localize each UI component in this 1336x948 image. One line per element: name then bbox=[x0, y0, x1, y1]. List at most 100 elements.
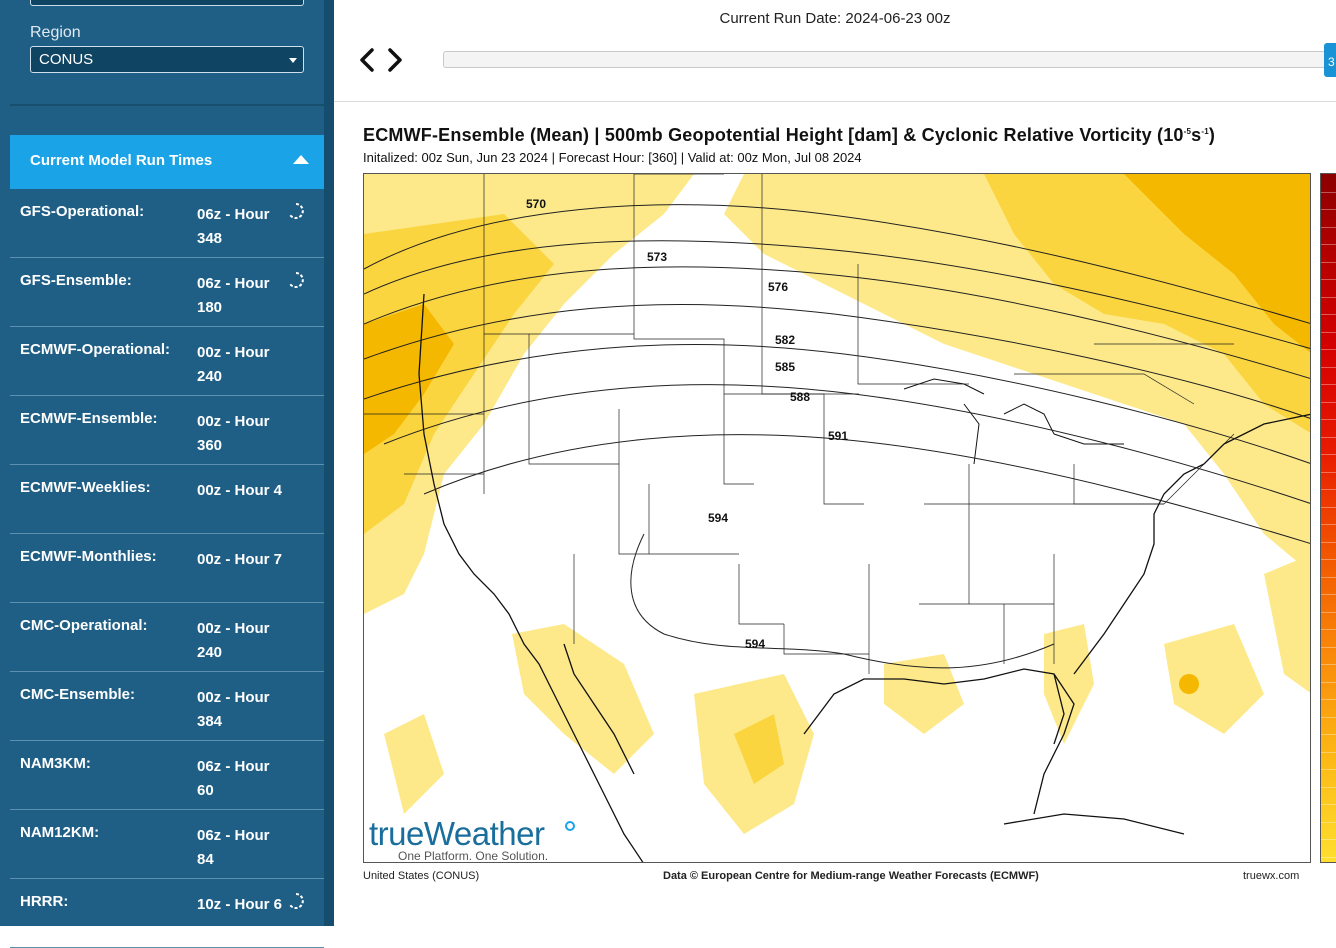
colorbar-tick bbox=[1321, 716, 1336, 718]
model-run-row[interactable]: HRRR: 10z - Hour 6 bbox=[10, 879, 324, 948]
region-select[interactable]: CONUS bbox=[30, 46, 304, 73]
forecast-hour-slider[interactable] bbox=[443, 51, 1336, 68]
prev-arrow-icon[interactable] bbox=[356, 46, 378, 74]
colorbar-tick bbox=[1321, 751, 1336, 753]
colorbar-tick bbox=[1321, 664, 1336, 665]
model-run-time: 06z - Hour 60 bbox=[197, 758, 270, 799]
model-name: HRRR: bbox=[20, 893, 69, 910]
model-name: NAM12KM: bbox=[20, 824, 100, 841]
model-run-row[interactable]: GFS-Ensemble: 06z - Hour 180 bbox=[10, 258, 324, 327]
map-title: ECMWF-Ensemble (Mean) | 500mb Geopotenti… bbox=[363, 125, 1216, 145]
dropdown-caret-icon bbox=[289, 58, 297, 63]
contour-label: 570 bbox=[526, 197, 546, 211]
weather-map[interactable]: 570 573 576 582 585 588 591 594 594 bbox=[363, 173, 1311, 863]
model-name: ECMWF-Monthlies: bbox=[20, 548, 157, 565]
divider bbox=[334, 101, 1336, 102]
model-run-row[interactable]: CMC-Operational: 00z - Hour 240 bbox=[10, 603, 324, 672]
model-run-time: 06z - Hour 84 bbox=[197, 827, 270, 868]
colorbar-tick bbox=[1321, 384, 1336, 385]
colorbar-tick bbox=[1321, 471, 1336, 473]
colorbar-tick bbox=[1321, 576, 1336, 578]
model-run-time: 00z - Hour 7 bbox=[197, 551, 283, 568]
vorticity-shading bbox=[364, 174, 1310, 834]
model-name: ECMWF-Weeklies: bbox=[20, 479, 151, 496]
region-label: Region bbox=[30, 24, 81, 41]
model-name: GFS-Operational: bbox=[20, 203, 145, 220]
contour-label: 573 bbox=[647, 250, 667, 264]
coastline bbox=[418, 293, 1310, 862]
sidebar-scroll-rail[interactable] bbox=[324, 0, 334, 926]
loading-spinner-icon bbox=[288, 272, 304, 288]
colorbar-tick bbox=[1321, 506, 1336, 508]
data-credit: Data © European Centre for Medium-range … bbox=[663, 870, 1039, 882]
model-name: CMC-Ensemble: bbox=[20, 686, 136, 703]
model-name: NAM3KM: bbox=[20, 755, 91, 772]
colorbar-tick bbox=[1321, 594, 1336, 595]
model-run-row[interactable]: NAM3KM: 06z - Hour 60 bbox=[10, 741, 324, 810]
colorbar-tick bbox=[1321, 681, 1336, 683]
colorbar-tick bbox=[1321, 419, 1336, 420]
colorbar-tick bbox=[1321, 209, 1336, 210]
colorbar-tick bbox=[1321, 646, 1336, 648]
model-run-time: 00z - Hour 360 bbox=[197, 413, 270, 454]
model-run-time: 06z - Hour 348 bbox=[197, 206, 270, 247]
model-run-row[interactable]: ECMWF-Operational: 00z - Hour 240 bbox=[10, 327, 324, 396]
colorbar-tick bbox=[1321, 734, 1336, 735]
colorbar-tick bbox=[1321, 804, 1336, 805]
model-run-row[interactable]: CMC-Ensemble: 00z - Hour 384 bbox=[10, 672, 324, 741]
next-arrow-icon[interactable] bbox=[384, 46, 406, 74]
logo-dot-icon bbox=[565, 821, 575, 831]
colorbar-tick bbox=[1321, 559, 1336, 560]
model-run-row[interactable]: NAM12KM: 06z - Hour 84 bbox=[10, 810, 324, 879]
model-run-times-title: Current Model Run Times bbox=[30, 152, 213, 169]
colorbar-tick bbox=[1321, 401, 1336, 403]
model-run-time: 00z - Hour 240 bbox=[197, 344, 270, 385]
sidebar: Region CONUS Current Model Run Times GFS… bbox=[0, 0, 334, 948]
model-run-row[interactable]: ECMWF-Monthlies: 00z - Hour 7 bbox=[10, 534, 324, 603]
model-run-row[interactable]: ECMWF-Ensemble: 00z - Hour 360 bbox=[10, 396, 324, 465]
model-run-row[interactable]: GFS-Operational: 06z - Hour 348 bbox=[10, 189, 324, 258]
height-contours bbox=[364, 204, 1310, 669]
colorbar-tick bbox=[1321, 524, 1336, 525]
colorbar-tick bbox=[1321, 454, 1336, 455]
colorbar-tick bbox=[1321, 839, 1336, 840]
model-name: CMC-Operational: bbox=[20, 617, 148, 634]
colorbar-tick bbox=[1321, 541, 1336, 543]
political-borders bbox=[364, 174, 1235, 674]
colorbar-tick bbox=[1321, 699, 1336, 700]
contour-label: 585 bbox=[775, 360, 795, 374]
model-run-time: 10z - Hour 6 bbox=[197, 896, 283, 913]
map-region-footer: United States (CONUS) bbox=[363, 870, 480, 882]
model-run-times-header[interactable]: Current Model Run Times bbox=[10, 135, 324, 189]
colorbar-tick bbox=[1321, 769, 1336, 770]
colorbar-tick bbox=[1321, 611, 1336, 613]
model-name: ECMWF-Operational: bbox=[20, 341, 170, 358]
current-run-date: Current Run Date: 2024-06-23 00z bbox=[719, 10, 951, 27]
collapse-up-icon[interactable] bbox=[293, 155, 309, 164]
colorbar-tick bbox=[1321, 279, 1336, 280]
model-run-time: 00z - Hour 240 bbox=[197, 620, 270, 661]
model-select-partial[interactable] bbox=[30, 0, 304, 6]
trueweather-logo: trueWeather One Platform. One Solution. bbox=[369, 815, 575, 863]
forecast-hour-slider-handle[interactable]: 3 bbox=[1324, 43, 1336, 77]
loading-spinner-icon bbox=[288, 203, 304, 219]
colorbar-tick bbox=[1321, 261, 1336, 263]
loading-spinner-icon bbox=[288, 893, 304, 909]
colorbar-tick bbox=[1321, 244, 1336, 245]
contour-label: 582 bbox=[775, 333, 795, 347]
contour-label: 594 bbox=[708, 511, 728, 525]
model-name: GFS-Ensemble: bbox=[20, 272, 132, 289]
model-run-row[interactable]: ECMWF-Weeklies: 00z - Hour 4 bbox=[10, 465, 324, 534]
colorbar-tick bbox=[1321, 856, 1336, 858]
map-subtitle: Initalized: 00z Sun, Jun 23 2024 | Forec… bbox=[363, 150, 862, 165]
model-name: ECMWF-Ensemble: bbox=[20, 410, 158, 427]
colorbar-tick bbox=[1321, 191, 1336, 193]
colorbar-tick bbox=[1321, 314, 1336, 315]
contour-label: 591 bbox=[828, 429, 848, 443]
map-canvas: 570 573 576 582 585 588 591 594 594 bbox=[364, 174, 1310, 862]
model-run-time: 00z - Hour 4 bbox=[197, 482, 283, 499]
colorbar-tick bbox=[1321, 296, 1336, 298]
colorbar-tick bbox=[1321, 629, 1336, 630]
region-select-value: CONUS bbox=[39, 51, 94, 68]
site-link[interactable]: truewx.com bbox=[1243, 870, 1300, 882]
